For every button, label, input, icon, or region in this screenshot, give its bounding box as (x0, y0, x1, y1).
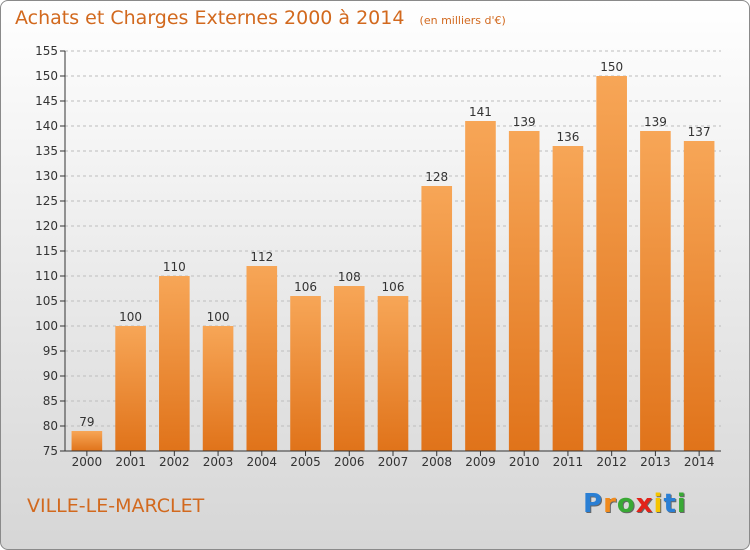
bar-2014 (683, 141, 715, 451)
bar-2011 (552, 146, 584, 451)
data-label-2007: 106 (382, 280, 405, 294)
data-label-2010: 139 (513, 115, 536, 129)
y-axis-ticks: 75 80 85 90 95 100 105 110 115 120 125 130 135 140 145… (35, 44, 65, 458)
x-tick-label: 2005 (290, 455, 321, 469)
bar-2007 (377, 296, 409, 451)
logo-letter: i (676, 489, 687, 519)
y-tick-label: 80 (43, 419, 58, 433)
data-label-2013: 139 (644, 115, 667, 129)
data-label-2000: 79 (79, 415, 94, 429)
data-label-2006: 108 (338, 270, 361, 284)
bar-2000 (71, 431, 103, 451)
y-tick-label: 95 (43, 344, 58, 358)
data-label-2014: 137 (688, 125, 711, 139)
x-tick-label: 2000 (72, 455, 103, 469)
y-tick-label: 125 (35, 194, 58, 208)
x-tick-label: 2003 (203, 455, 234, 469)
data-label-2003: 100 (207, 310, 230, 324)
bar-2002 (159, 276, 190, 451)
data-label-2008: 128 (425, 170, 448, 184)
bars (71, 76, 715, 451)
logo-letter: r (603, 489, 617, 519)
title-row: Achats et Charges Externes 2000 à 2014 (… (15, 7, 506, 29)
bar-2009 (465, 121, 496, 451)
x-tick-label: 2010 (509, 455, 540, 469)
data-label-2012: 150 (600, 60, 623, 74)
logo-letter: o (616, 489, 636, 519)
bar-2008 (421, 186, 453, 451)
x-tick-label: 2009 (465, 455, 496, 469)
y-tick-label: 120 (35, 219, 58, 233)
bar-2004 (246, 266, 278, 451)
y-tick-label: 145 (35, 94, 58, 108)
x-tick-label: 2004 (247, 455, 278, 469)
data-label-2002: 110 (163, 260, 186, 274)
y-tick-label: 105 (35, 294, 58, 308)
y-tick-label: 100 (35, 319, 58, 333)
chart-title: Achats et Charges Externes 2000 à 2014 (15, 7, 405, 29)
bar-2013 (640, 131, 671, 451)
data-label-2011: 136 (556, 130, 579, 144)
y-tick-label: 115 (35, 244, 58, 258)
data-label-2001: 100 (119, 310, 142, 324)
data-label-2009: 141 (469, 105, 492, 119)
y-tick-label: 140 (35, 119, 58, 133)
bar-2003 (202, 326, 234, 451)
y-tick-label: 75 (43, 444, 58, 458)
y-tick-label: 150 (35, 69, 58, 83)
x-tick-label: 2006 (334, 455, 365, 469)
proxiti-logo: Proxiti (583, 489, 687, 519)
x-tick-label: 2008 (421, 455, 452, 469)
y-tick-label: 130 (35, 169, 58, 183)
data-label-2004: 112 (250, 250, 273, 264)
y-tick-label: 90 (43, 369, 58, 383)
logo-letter: t (663, 489, 677, 519)
y-tick-label: 85 (43, 394, 58, 408)
x-tick-label: 2012 (596, 455, 627, 469)
x-tick-label: 2011 (553, 455, 584, 469)
commune-name: VILLE-LE-MARCLET (27, 495, 205, 517)
logo-letter: x (635, 489, 654, 519)
bar-2005 (290, 296, 321, 451)
y-tick-label: 135 (35, 144, 58, 158)
y-tick-label: 110 (35, 269, 58, 283)
bar-2001 (115, 326, 146, 451)
x-tick-label: 2007 (378, 455, 409, 469)
x-tick-label: 2001 (115, 455, 146, 469)
x-tick-label: 2014 (684, 455, 715, 469)
bar-2010 (508, 131, 540, 451)
x-axis-ticks: 2000 2001 2002 2003 2004 2005 2006 2007 2008 2009… (72, 451, 715, 469)
data-label-2005: 106 (294, 280, 317, 294)
logo-letter: P (583, 489, 604, 519)
logo-letter: i (653, 489, 664, 519)
bar-2012 (596, 76, 627, 451)
bar-2006 (333, 286, 365, 451)
chart-subtitle: (en milliers d'€) (419, 14, 506, 27)
data-labels: 79 100 110 100 112 106 108 106 128 141 139 136 150 13… (79, 60, 710, 429)
x-tick-label: 2013 (640, 455, 671, 469)
x-tick-label: 2002 (159, 455, 190, 469)
y-tick-label: 155 (35, 44, 58, 58)
